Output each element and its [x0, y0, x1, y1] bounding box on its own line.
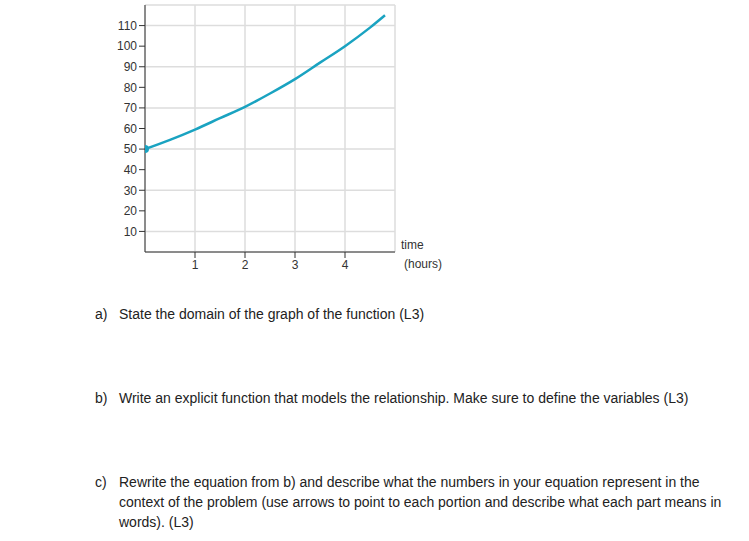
svg-text:10: 10 — [124, 225, 138, 239]
svg-text:30: 30 — [124, 184, 138, 198]
svg-text:20: 20 — [124, 204, 138, 218]
svg-text:2: 2 — [242, 258, 249, 272]
svg-text:4: 4 — [342, 258, 349, 272]
svg-text:50: 50 — [124, 142, 138, 156]
svg-text:110: 110 — [118, 19, 137, 33]
html-text:State the domain of the graph: State the domain of the graph of the fun… — [119, 306, 425, 322]
svg-text:80: 80 — [124, 81, 138, 95]
html-text:a): a) — [95, 306, 108, 322]
html-text:Write an explicit function tha: Write an explicit function that models t… — [119, 390, 689, 406]
html-text:(hours): (hours) — [404, 257, 442, 271]
svg-text:90: 90 — [124, 60, 138, 74]
svg-text:40: 40 — [124, 163, 138, 177]
svg-text:3: 3 — [292, 258, 299, 272]
html-text:c): c) — [95, 474, 107, 490]
svg-text:1: 1 — [192, 258, 199, 272]
html-text:time: time — [401, 238, 424, 252]
svg-text:70: 70 — [124, 101, 138, 115]
html-text:b): b) — [95, 390, 108, 406]
svg-text:60: 60 — [124, 122, 138, 136]
html-text:Rewrite the equation from b) a: Rewrite the equation from b) and describ… — [119, 474, 722, 530]
svg-text:100: 100 — [117, 39, 137, 53]
